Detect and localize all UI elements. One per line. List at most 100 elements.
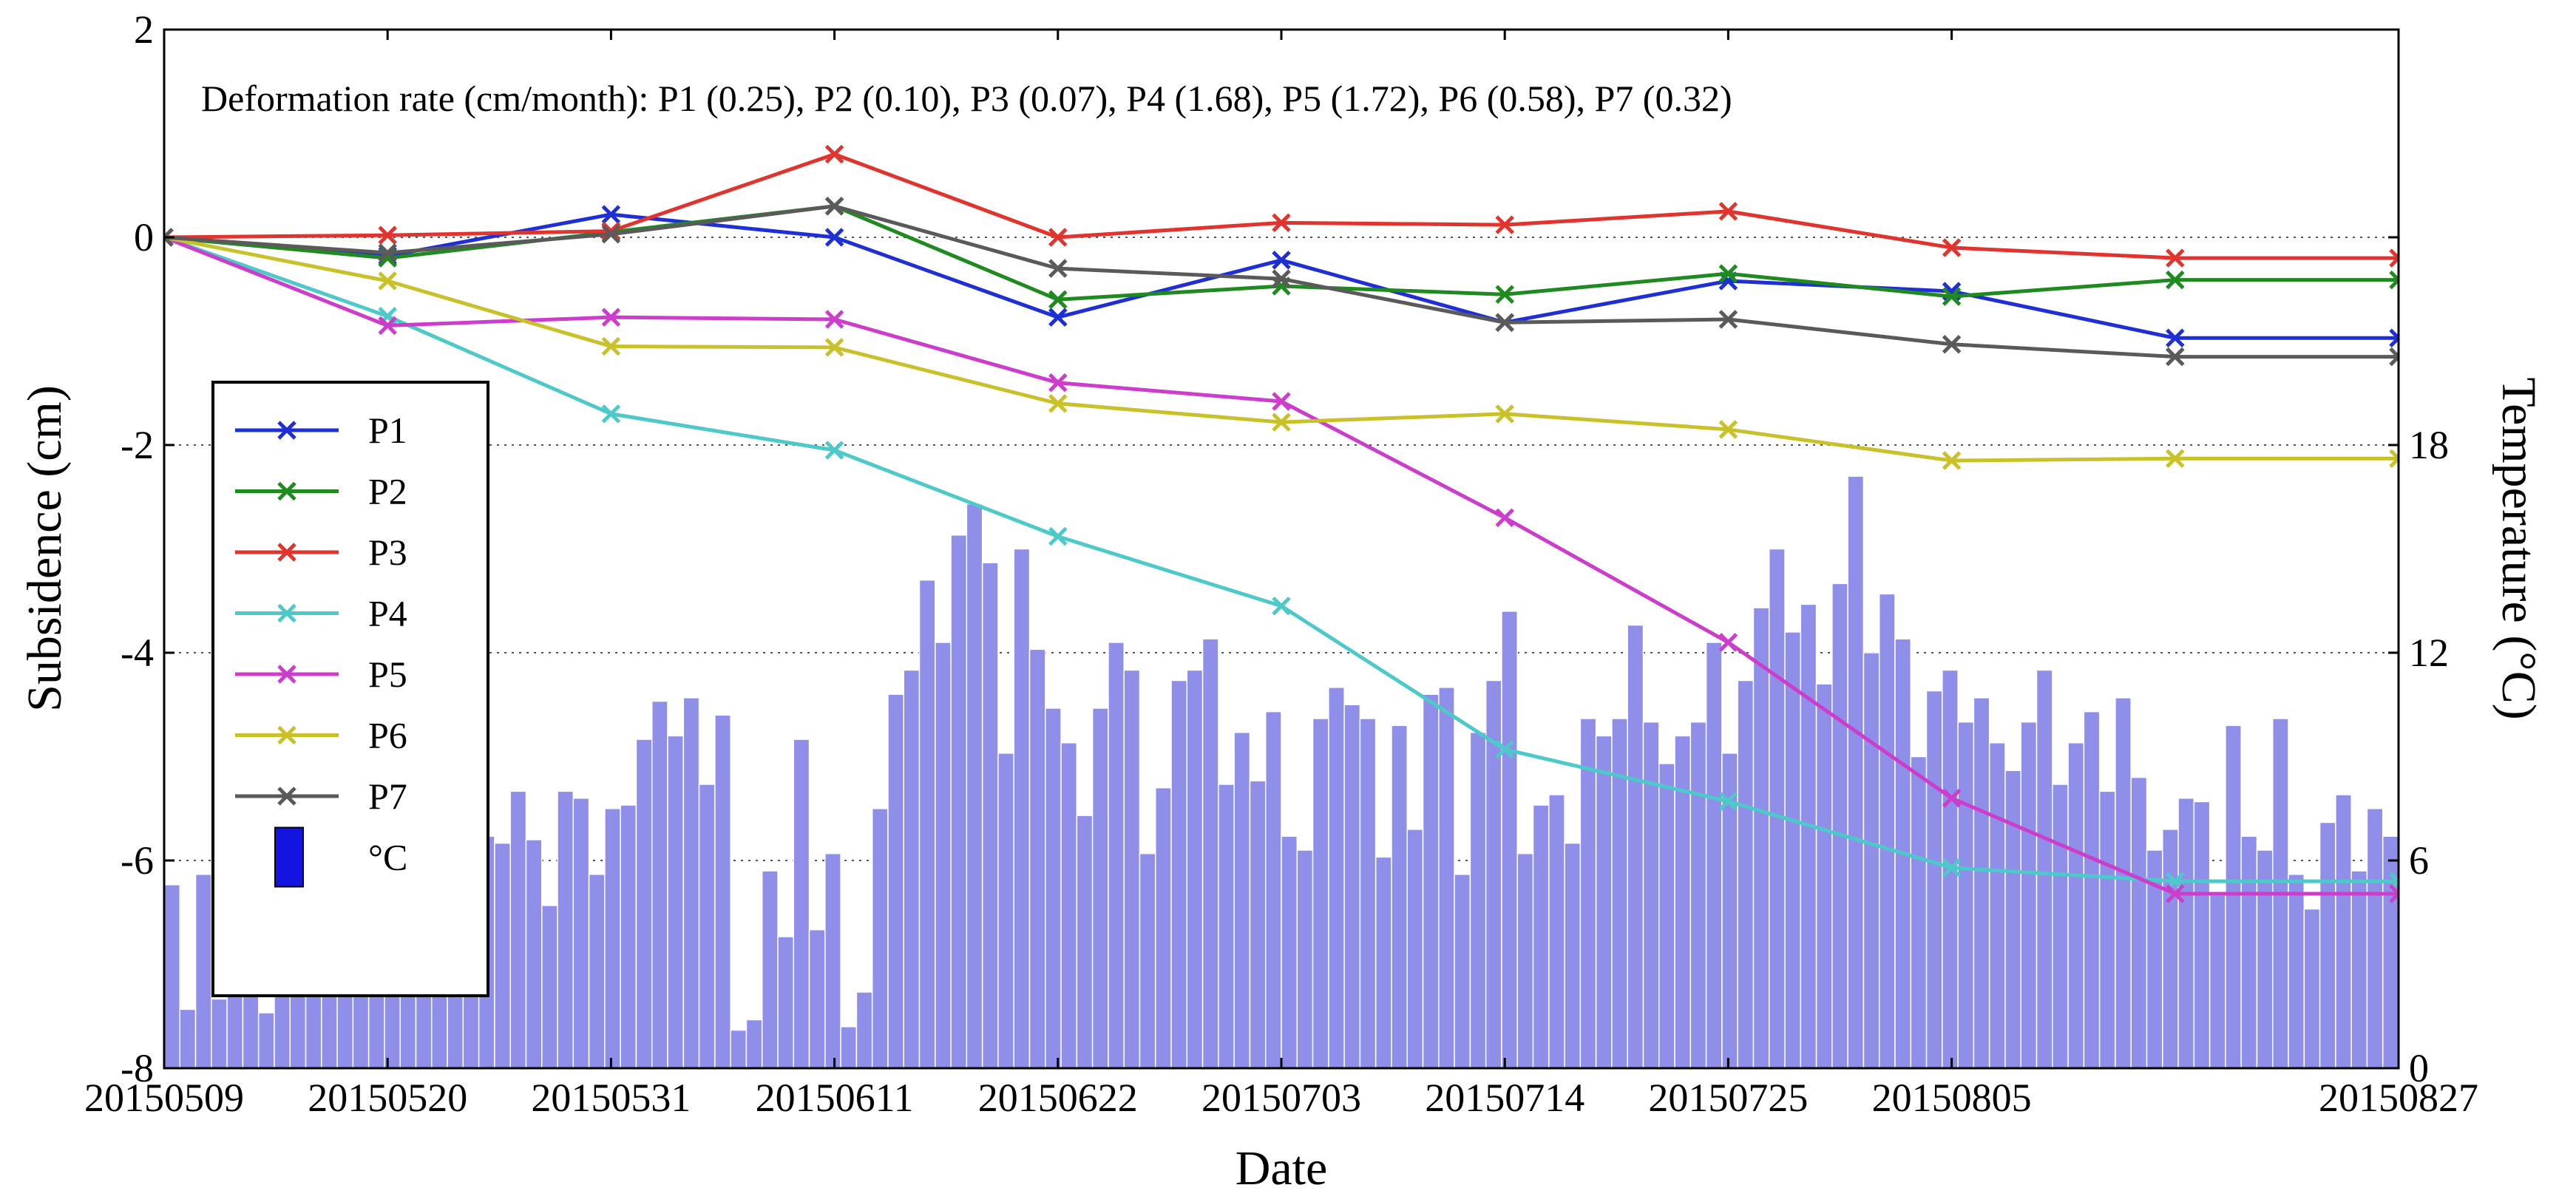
temperature-bar [509, 790, 527, 1068]
x-tick-label: 20150805 [1872, 1076, 2032, 1120]
data-point-p3 [2389, 248, 2399, 268]
temperature-bar [2382, 835, 2399, 1068]
data-point-p5 [1272, 392, 1291, 411]
x-tick-label: 20150509 [84, 1076, 244, 1120]
data-point-p7 [1718, 310, 1738, 329]
temperature-bar [1201, 638, 1219, 1068]
data-point-p3 [1495, 215, 1514, 234]
temperature-bar [541, 905, 558, 1068]
data-point-p3 [1718, 202, 1738, 221]
temperature-bar [2240, 835, 2258, 1068]
x-tick-label: 20150714 [1425, 1076, 1584, 1120]
temperature-bar [840, 1026, 858, 1068]
data-point-p5 [2389, 884, 2399, 903]
temperature-bar [1454, 873, 1471, 1068]
data-point-p6 [1718, 420, 1738, 439]
temperature-bar [1737, 679, 1755, 1068]
temperature-bar [1516, 852, 1534, 1068]
temperature-bars [164, 475, 2399, 1068]
temperature-bar [1406, 829, 1424, 1068]
x-tick-label: 20150703 [1201, 1076, 1361, 1120]
temperature-bar [1815, 683, 1833, 1068]
data-point-p2 [1718, 264, 1738, 283]
temperature-bar [1296, 849, 1314, 1068]
temperature-bar [194, 873, 212, 1068]
temperature-bar [2366, 808, 2384, 1068]
x-tick-label: 20150827 [2319, 1076, 2478, 1120]
temperature-bar [1910, 756, 1928, 1068]
data-point-p5 [378, 316, 397, 336]
legend-label-p2: P2 [368, 471, 407, 512]
y-tick-label: 2 [134, 7, 154, 52]
temperature-bar [2067, 742, 2085, 1068]
temperature-bar [698, 784, 716, 1068]
data-point-p7 [378, 243, 397, 262]
data-point-p7 [1495, 313, 1514, 332]
x-tick-label: 20150520 [308, 1076, 467, 1120]
temperature-bar [1957, 721, 1975, 1068]
temperature-bar [2162, 829, 2179, 1068]
temperature-bar [2020, 721, 2038, 1068]
temperature-bar [494, 842, 511, 1068]
data-point-p2 [1495, 285, 1514, 305]
temperature-bar [620, 804, 637, 1068]
y-tick-label: -4 [121, 631, 154, 675]
data-point-p3 [1942, 238, 1962, 257]
temperature-bar [714, 714, 731, 1068]
temperature-bar [966, 503, 983, 1068]
temperature-bar [1674, 735, 1692, 1068]
temperature-bar [1831, 583, 1848, 1068]
temperature-bar [918, 579, 936, 1068]
temperature-bar [935, 642, 952, 1068]
legend-box [211, 381, 489, 997]
data-point-p7 [164, 228, 174, 247]
data-point-p6 [2389, 449, 2399, 469]
temperature-bar [1627, 624, 1644, 1068]
temperature-bar [1862, 652, 1880, 1068]
temperature-bar [1281, 835, 1298, 1068]
data-point-p1 [601, 205, 621, 224]
temperature-bar [1154, 787, 1172, 1068]
y-tick-label: -6 [121, 838, 154, 883]
temperature-bar [1532, 804, 1550, 1068]
temperature-bar [1060, 742, 1078, 1068]
temperature-bar [1784, 631, 1802, 1068]
temperature-bar [2225, 724, 2242, 1068]
temperature-bar [855, 991, 873, 1068]
temperature-bar [871, 808, 889, 1068]
data-point-p5 [824, 310, 844, 329]
temperature-bar [2115, 697, 2132, 1068]
data-point-p1 [2389, 328, 2399, 348]
temperature-bar [1973, 697, 1990, 1068]
data-point-p4 [1942, 858, 1962, 877]
temperature-bar [2303, 908, 2321, 1068]
temperature-bar [1076, 815, 1094, 1068]
data-point-p7 [2166, 347, 2185, 367]
temperature-bar [777, 936, 795, 1068]
temperature-bar [1249, 780, 1267, 1068]
data-point-p5 [1718, 633, 1738, 652]
temperature-bar [1501, 611, 1518, 1068]
legend-marker-p6 [277, 725, 296, 745]
temperature-bar [1343, 704, 1361, 1068]
data-point-p5 [601, 308, 621, 327]
data-point-p2 [1942, 287, 1962, 306]
y-tick-label: -2 [121, 423, 154, 467]
temperature-bar [682, 697, 700, 1068]
data-point-p2 [2166, 270, 2185, 290]
temperature-bar [745, 1019, 763, 1068]
temperature-bar [1564, 842, 1582, 1068]
temperature-bar [604, 808, 621, 1068]
temperature-bar [1469, 731, 1487, 1068]
y2-tick-label: 6 [2409, 838, 2429, 883]
legend-marker-p3 [277, 543, 296, 562]
temperature-bar [2209, 894, 2226, 1068]
data-point-p5 [1942, 788, 1962, 808]
data-point-p7 [824, 197, 844, 216]
data-point-p1 [1272, 251, 1291, 270]
deformation-rate-annotation: Deformation rate (cm/month): P1 (0.25), … [201, 78, 1732, 119]
temperature-bar [1218, 784, 1235, 1068]
legend-label-p4: P4 [368, 593, 407, 634]
temperature-bar [651, 700, 668, 1068]
y-tick-label: 0 [134, 215, 154, 259]
